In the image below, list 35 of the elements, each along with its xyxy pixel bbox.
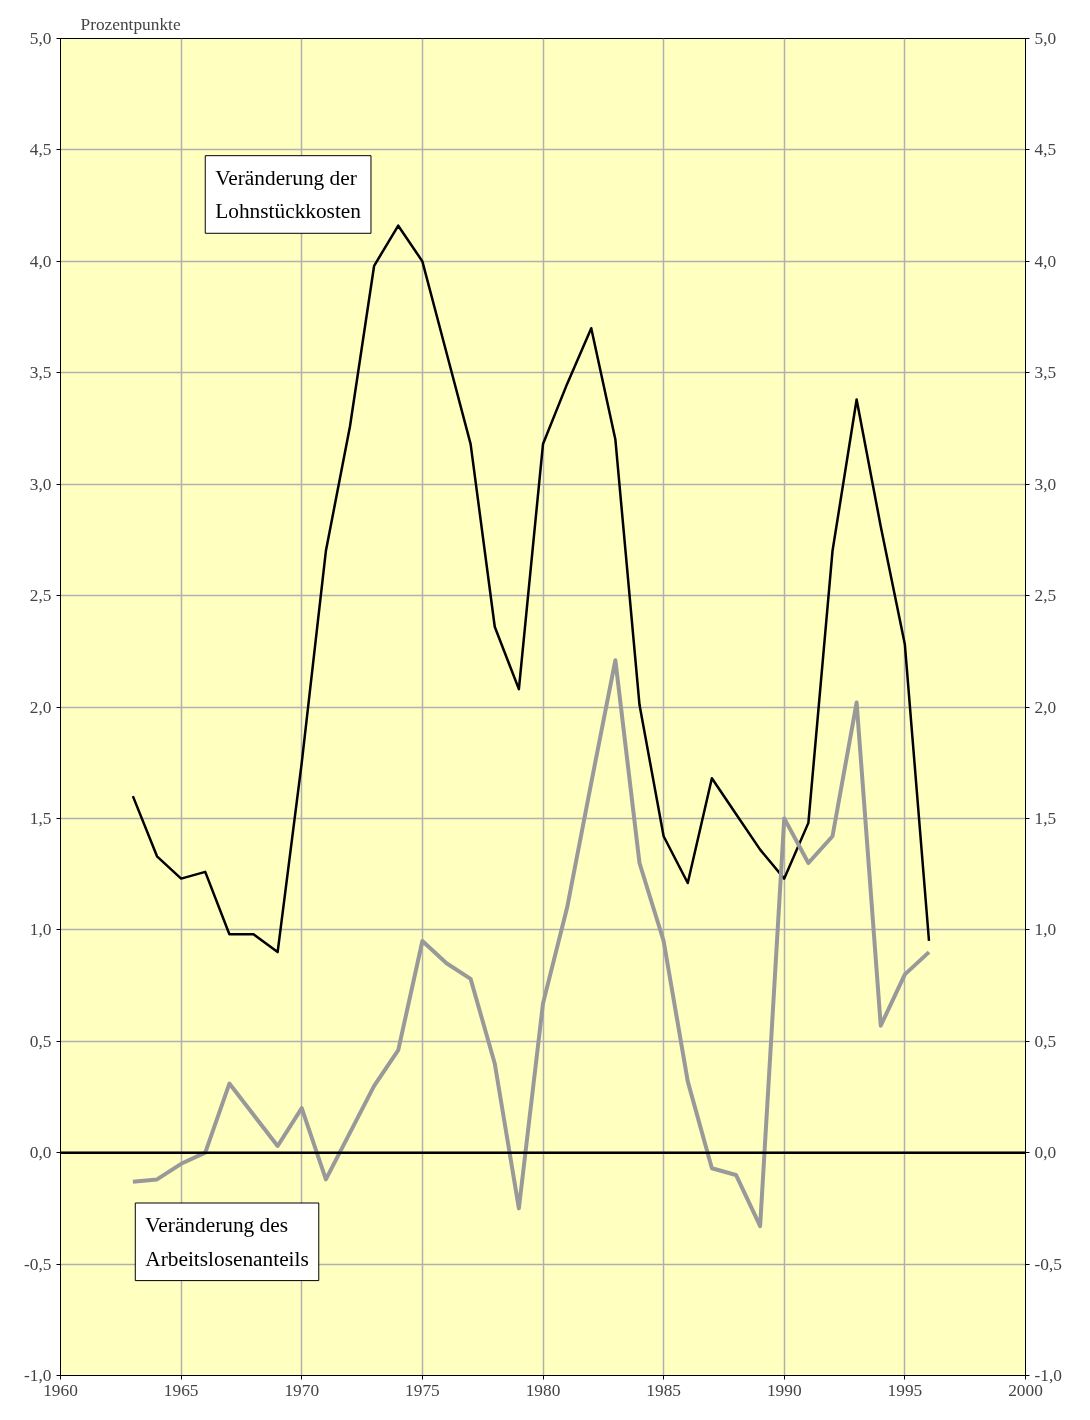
y-tick-label: -0,5 xyxy=(24,1254,52,1274)
series-label: Veränderung der Lohnstückkosten xyxy=(215,165,362,224)
y-tick-label: 4,0 xyxy=(29,251,52,271)
y2-tick-label: 1,0 xyxy=(1034,920,1057,940)
y2-tick-label: 4,5 xyxy=(1034,140,1057,160)
y2-tick-label: 3,5 xyxy=(1034,363,1057,383)
y-tick-label: 2,0 xyxy=(29,697,52,717)
y-tick-label: 4,5 xyxy=(29,140,52,160)
x-tick-label: 1985 xyxy=(646,1380,681,1400)
y2-tick-label: 0,5 xyxy=(1034,1031,1057,1051)
x-tick-label: 1995 xyxy=(887,1380,923,1400)
x-tick-label: 1975 xyxy=(405,1380,440,1400)
y2-tick-label: 3,0 xyxy=(1034,474,1057,494)
x-tick-label: 1970 xyxy=(284,1380,320,1400)
y2-tick-label: 0,0 xyxy=(1034,1143,1057,1163)
y2-tick-label: 2,5 xyxy=(1034,586,1057,606)
line-series xyxy=(131,224,931,954)
y-tick-label: 0,5 xyxy=(29,1031,52,1051)
x-tick-label: 1980 xyxy=(525,1380,561,1400)
y-axis-title: Prozentpunkte xyxy=(80,14,181,34)
y-tick-label: 5,0 xyxy=(29,29,52,48)
x-tick-label: 1965 xyxy=(163,1380,199,1400)
y-tick-label: 2,5 xyxy=(29,586,52,606)
y-tick-label: 3,0 xyxy=(29,474,52,494)
x-tick-label: 1990 xyxy=(766,1380,802,1400)
y2-tick-label: 5,0 xyxy=(1034,29,1057,48)
y-tick-label: 1,0 xyxy=(29,920,52,940)
y-tick-label: 3,5 xyxy=(29,363,52,383)
y2-tick-label: 1,5 xyxy=(1034,808,1057,828)
y2-tick-label: 4,0 xyxy=(1034,251,1057,271)
y-tick-label: 1,5 xyxy=(29,808,52,828)
series-label: Veränderung des Arbeitslosenanteils xyxy=(145,1213,309,1271)
y-tick-label: 0,0 xyxy=(29,1143,52,1163)
y2-tick-label: -0,5 xyxy=(1034,1254,1062,1274)
y2-tick-label: 2,0 xyxy=(1034,697,1057,717)
